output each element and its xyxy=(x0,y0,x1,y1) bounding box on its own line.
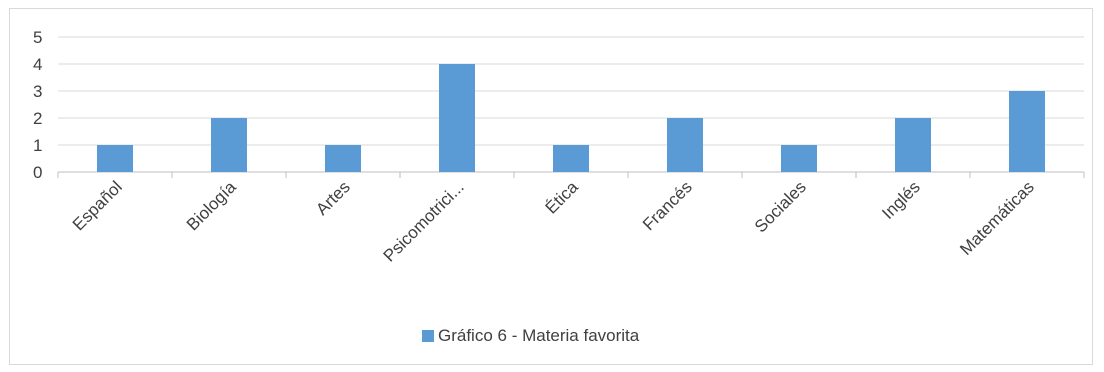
y-tick-label: 4 xyxy=(33,55,42,74)
y-tick-label: 2 xyxy=(33,109,42,128)
x-tick-label: Artes xyxy=(312,177,353,218)
x-tick-label: Español xyxy=(69,177,126,234)
bar xyxy=(1009,91,1045,172)
bar xyxy=(895,118,931,172)
y-tick-label: 1 xyxy=(33,136,42,155)
bar xyxy=(211,118,247,172)
bar xyxy=(439,64,475,172)
bar xyxy=(97,145,133,172)
legend-swatch xyxy=(422,330,434,342)
x-tick-label: Matemáticas xyxy=(956,177,1038,259)
legend-label: Gráfico 6 - Materia favorita xyxy=(438,326,640,345)
x-tick-label: Inglés xyxy=(878,177,924,223)
bar xyxy=(781,145,817,172)
x-tick-label: Psicomotrici... xyxy=(380,177,468,265)
y-tick-label: 0 xyxy=(33,163,42,182)
y-tick-label: 3 xyxy=(33,82,42,101)
bar xyxy=(325,145,361,172)
chart-area xyxy=(9,8,1093,365)
x-tick-label: Ética xyxy=(542,177,583,218)
bar xyxy=(553,145,589,172)
bar xyxy=(667,118,703,172)
x-tick-label: Francés xyxy=(639,177,696,234)
x-tick-label: Sociales xyxy=(751,177,810,236)
x-tick-label: Biología xyxy=(183,177,240,234)
y-tick-label: 5 xyxy=(33,28,42,47)
